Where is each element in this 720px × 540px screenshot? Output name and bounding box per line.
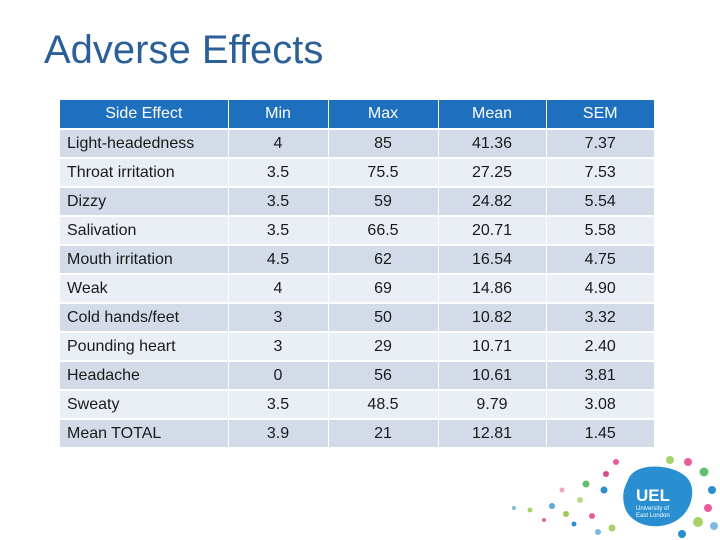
table-row: Headache 0 56 10.61 3.81 [60,360,654,390]
uel-logo: UEL University of East London [512,456,718,538]
cell-sem: 4.90 [546,273,654,303]
cell-mean: 10.61 [438,360,547,390]
cell-max: 56 [328,360,439,390]
table-header-row: Side Effect Min Max Mean SEM [60,100,654,129]
cell-side-effect: Weak [60,273,229,303]
cell-min: 3 [228,302,329,332]
cell-min: 4 [228,273,329,303]
header-mean: Mean [438,100,547,129]
logo-line2: East London [636,513,670,519]
header-side-effect: Side Effect [60,100,229,129]
table-row: Light-headedness 4 85 41.36 7.37 [60,128,654,158]
table-row: Throat irritation 3.5 75.5 27.25 7.53 [60,157,654,187]
cell-mean: 24.82 [438,186,547,216]
cell-max: 85 [328,128,439,158]
cell-mean: 10.71 [438,331,547,361]
cell-min: 3.5 [228,389,329,419]
cell-max: 69 [328,273,439,303]
table-row: Weak 4 69 14.86 4.90 [60,273,654,303]
cell-sem: 3.32 [546,302,654,332]
cell-min: 3.5 [228,157,329,187]
cell-sem: 5.58 [546,215,654,245]
header-max: Max [328,100,439,129]
cell-mean: 27.25 [438,157,547,187]
cell-mean: 12.81 [438,418,547,447]
cell-side-effect: Mouth irritation [60,244,229,274]
table-row: Pounding heart 3 29 10.71 2.40 [60,331,654,361]
cell-mean: 41.36 [438,128,547,158]
cell-min: 4.5 [228,244,329,274]
cell-sem: 1.45 [546,418,654,447]
header-sem: SEM [546,100,654,129]
cell-min: 3.9 [228,418,329,447]
cell-min: 3.5 [228,186,329,216]
cell-side-effect: Light-headedness [60,128,229,158]
cell-side-effect: Dizzy [60,186,229,216]
cell-sem: 3.81 [546,360,654,390]
logo-shape-icon [623,466,693,527]
cell-side-effect: Salivation [60,215,229,245]
table-row: Sweaty 3.5 48.5 9.79 3.08 [60,389,654,419]
table-row: Dizzy 3.5 59 24.82 5.54 [60,186,654,216]
table-row: Cold hands/feet 3 50 10.82 3.32 [60,302,654,332]
cell-side-effect: Headache [60,360,229,390]
cell-mean: 10.82 [438,302,547,332]
cell-max: 21 [328,418,439,447]
cell-side-effect: Throat irritation [60,157,229,187]
cell-sem: 7.37 [546,128,654,158]
logo-line1: University of [636,506,669,512]
cell-side-effect: Mean TOTAL [60,418,229,447]
slide-title: Adverse Effects [44,28,324,72]
cell-sem: 7.53 [546,157,654,187]
cell-side-effect: Sweaty [60,389,229,419]
cell-min: 4 [228,128,329,158]
cell-mean: 14.86 [438,273,547,303]
cell-sem: 2.40 [546,331,654,361]
header-min: Min [228,100,329,129]
cell-max: 75.5 [328,157,439,187]
cell-max: 29 [328,331,439,361]
cell-mean: 9.79 [438,389,547,419]
cell-mean: 16.54 [438,244,547,274]
cell-sem: 3.08 [546,389,654,419]
cell-side-effect: Pounding heart [60,331,229,361]
cell-min: 0 [228,360,329,390]
logo-name: UEL [636,486,670,505]
cell-min: 3.5 [228,215,329,245]
cell-max: 48.5 [328,389,439,419]
cell-max: 62 [328,244,439,274]
adverse-effects-table: Side Effect Min Max Mean SEM Light-heade… [60,100,654,447]
cell-max: 59 [328,186,439,216]
cell-min: 3 [228,331,329,361]
cell-max: 66.5 [328,215,439,245]
cell-sem: 5.54 [546,186,654,216]
decorative-dots-icon [512,456,718,538]
cell-max: 50 [328,302,439,332]
cell-side-effect: Cold hands/feet [60,302,229,332]
table-row: Mouth irritation 4.5 62 16.54 4.75 [60,244,654,274]
cell-sem: 4.75 [546,244,654,274]
table-row: Mean TOTAL 3.9 21 12.81 1.45 [60,418,654,447]
table-row: Salivation 3.5 66.5 20.71 5.58 [60,215,654,245]
cell-mean: 20.71 [438,215,547,245]
